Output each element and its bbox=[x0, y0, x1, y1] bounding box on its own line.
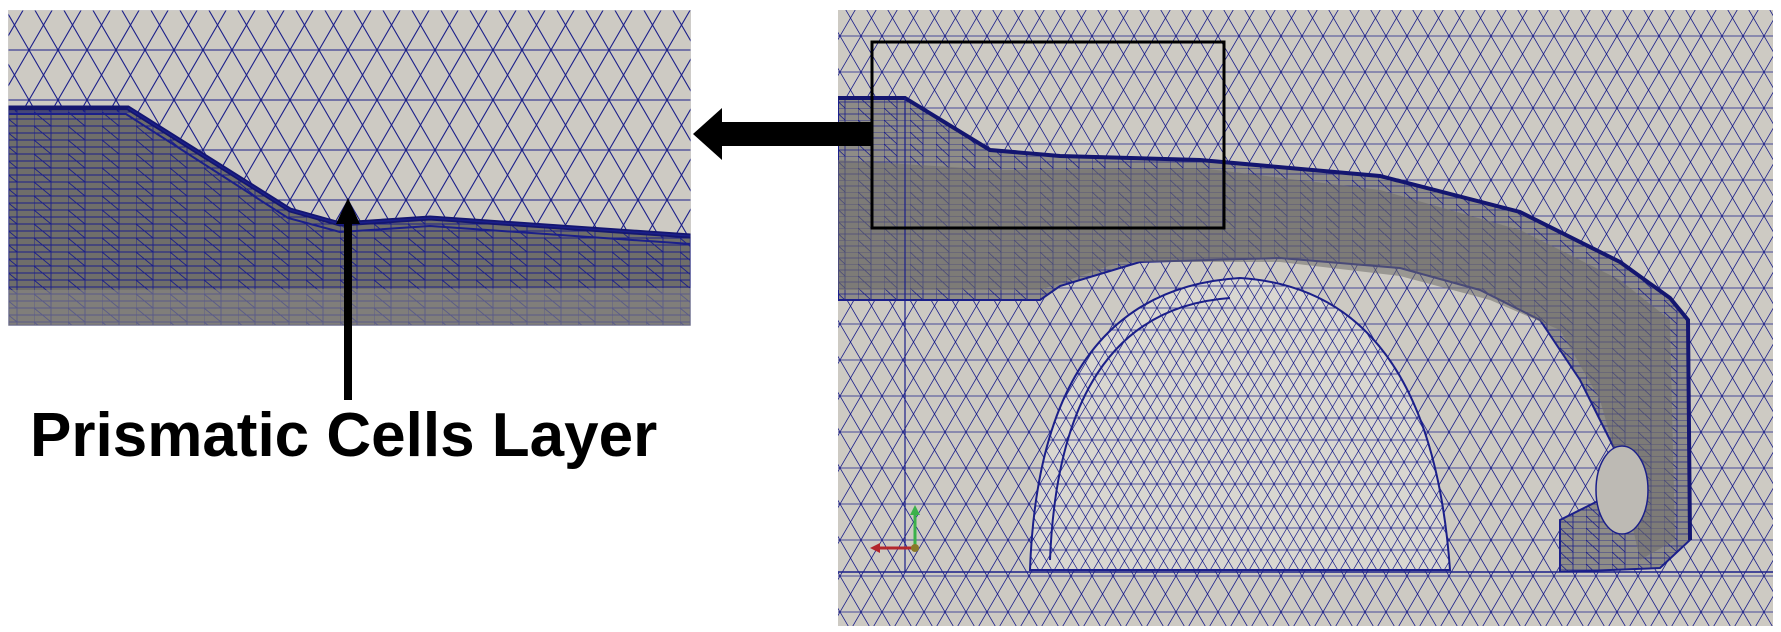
full-dome bbox=[1028, 276, 1452, 571]
caption-label: Prismatic Cells Layer bbox=[30, 401, 658, 470]
axis-origin bbox=[911, 544, 919, 552]
full-view-panel bbox=[838, 10, 1773, 626]
caption-pointer-arrow bbox=[336, 198, 360, 400]
full-layer-boundary bbox=[838, 96, 1692, 541]
full-dome-arc bbox=[1049, 297, 1231, 561]
inset-layer-inner-line bbox=[8, 113, 691, 245]
zoom-arrow bbox=[693, 108, 872, 160]
pointer-head bbox=[336, 198, 360, 224]
orientation-axes-widget bbox=[870, 505, 920, 553]
axis-x-arrowhead bbox=[870, 543, 880, 553]
full-floor-mesh bbox=[838, 572, 1773, 626]
full-hole bbox=[1595, 445, 1649, 535]
zoom-arrow-head bbox=[693, 108, 722, 160]
axis-y-arrowhead bbox=[910, 505, 920, 515]
zoom-arrow-shaft bbox=[720, 122, 872, 146]
full-layer-shading bbox=[838, 160, 1675, 560]
